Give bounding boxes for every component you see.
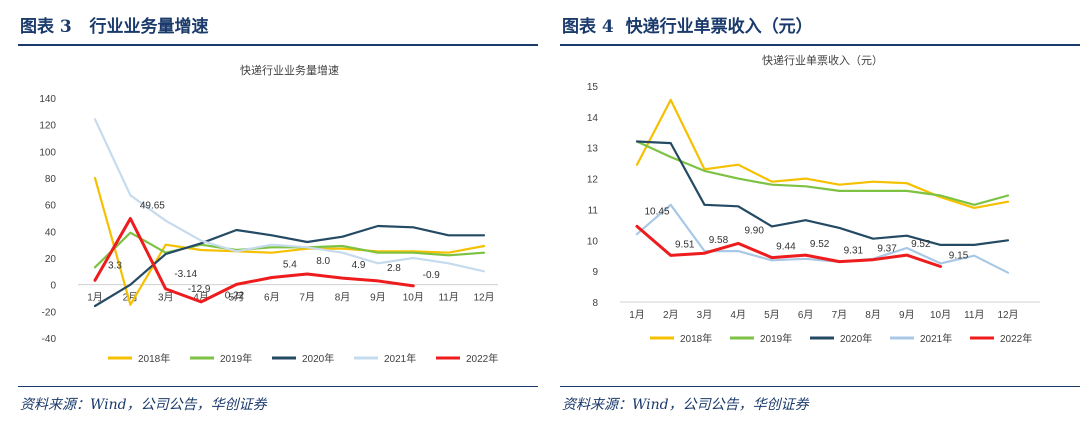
figure-title: 快递行业单票收入（元）: [625, 17, 813, 37]
data-label: 8.0: [316, 256, 330, 267]
y-tick-label: 11: [588, 205, 599, 216]
series-line-2019年: [635, 140, 1010, 206]
data-label: 9.90: [744, 225, 764, 236]
legend-label: 2020年: [302, 352, 334, 365]
figure-label: 图表 3: [20, 17, 72, 37]
figure-caption: 图表 3 行业业务量增速: [20, 12, 209, 37]
series-line-2018年: [93, 176, 486, 306]
y-tick-label: 0: [50, 281, 56, 292]
data-label: 9.52: [911, 239, 931, 250]
figure-label: 图表 4: [562, 17, 614, 37]
source-note: 资料来源：Wind，公司公告，华创证券: [562, 397, 809, 413]
series-line-2019年: [93, 231, 486, 269]
x-tick-label: 11月: [964, 309, 984, 321]
data-label: 9.58: [709, 235, 729, 246]
data-label: -0.9: [423, 270, 441, 281]
data-label: 0.22: [225, 290, 245, 301]
x-tick-label: 10月: [930, 309, 951, 321]
series-line-2018年: [635, 98, 1010, 209]
y-tick-label: 9: [592, 267, 598, 278]
x-tick-label: 5月: [229, 292, 245, 304]
x-tick-label: 3月: [158, 292, 174, 304]
x-tick-label: 7月: [832, 309, 848, 321]
x-tick-label: 7月: [299, 292, 315, 304]
x-tick-label: 3月: [697, 309, 713, 321]
figure-panel-growth: 图表 3 行业业务量增速 快递行业业务量增速 -40 -20 0 20 40 60 80 100…: [18, 0, 538, 431]
x-tick-label: 9月: [899, 309, 915, 321]
y-tick-label: 15: [587, 82, 599, 93]
title-rule: [18, 44, 538, 46]
legend-label: 2019年: [220, 352, 252, 365]
data-label: 3.3: [108, 260, 122, 271]
x-tick-label: 9月: [370, 292, 386, 304]
y-tick-label: 14: [587, 113, 599, 124]
series-line-2022年: [635, 224, 942, 268]
figure-panel-revenue: 图表 4 快递行业单票收入（元） 快递行业单票收入（元） 8 9 10 11 12 13 14…: [560, 0, 1080, 431]
source-note: 资料来源：Wind，公司公告，华创证券: [20, 397, 267, 413]
data-label: 9.15: [949, 251, 969, 262]
x-tick-label: 6月: [264, 292, 280, 304]
x-tick-label: 12月: [997, 309, 1018, 321]
legend-label: 2018年: [680, 332, 712, 345]
legend-label: 2022年: [1000, 332, 1032, 345]
x-tick-label: 10月: [403, 292, 424, 304]
data-label: 49.65: [140, 200, 165, 211]
data-label: 9.31: [844, 246, 864, 257]
x-tick-label: 1月: [87, 292, 103, 304]
source-rule: [560, 386, 1080, 387]
series-line-2021年: [93, 118, 486, 273]
x-tick-label: 12月: [473, 292, 494, 304]
x-tick-label: 8月: [865, 309, 881, 321]
y-tick-label: 20: [45, 254, 57, 265]
legend-label: 2019年: [760, 332, 792, 345]
data-label: 9.44: [776, 242, 796, 253]
series-line-2022年: [93, 217, 415, 304]
series-line-2020年: [635, 140, 1010, 246]
y-tick-label: 40: [45, 227, 57, 238]
data-label: 9.51: [675, 239, 695, 250]
figure-caption: 图表 4 快递行业单票收入（元）: [562, 12, 813, 37]
chart-title: 快递行业单票收入（元）: [762, 53, 883, 67]
legend-label: 2018年: [138, 352, 170, 365]
series-line-2020年: [93, 224, 486, 308]
data-label: 10.45: [644, 206, 669, 217]
x-tick-label: 2月: [663, 309, 679, 321]
legend-label: 2021年: [920, 332, 952, 345]
x-tick-label: 8月: [335, 292, 351, 304]
figure-title: 行业业务量增速: [89, 17, 209, 37]
data-label: -3.14: [174, 269, 197, 280]
data-label: 5.4: [283, 259, 297, 270]
x-tick-label: 11月: [438, 292, 458, 304]
y-tick-label: -40: [42, 334, 57, 345]
y-tick-label: 12: [587, 175, 599, 186]
data-label: 9.52: [810, 239, 830, 250]
legend-label: 2021年: [384, 352, 416, 365]
source-rule: [18, 386, 538, 387]
data-label: 9.37: [877, 244, 897, 255]
title-rule: [560, 44, 1080, 46]
x-tick-label: 6月: [798, 309, 814, 321]
y-tick-label: 80: [45, 174, 57, 185]
data-label: -12.9: [188, 284, 211, 295]
y-tick-label: 120: [39, 121, 56, 132]
y-tick-label: 60: [45, 201, 57, 212]
x-tick-label: 5月: [764, 309, 780, 321]
data-label: 2.8: [387, 263, 401, 274]
y-tick-label: 10: [587, 236, 599, 247]
chart-title: 快递行业业务量增速: [240, 63, 339, 77]
y-tick-label: 13: [587, 144, 599, 155]
series-line-2021年: [635, 203, 1010, 274]
data-label: 4.9: [352, 260, 366, 271]
x-tick-label: 4月: [730, 309, 746, 321]
x-tick-label: 1月: [629, 309, 645, 321]
y-tick-label: 140: [39, 94, 56, 105]
chart-unit-revenue: 快递行业单票收入（元） 8 9 10 11 12 13 14 15 1月 2月 3月 4月 5月 6月 7月 8…: [587, 53, 1040, 345]
legend-label: 2020年: [840, 332, 872, 345]
y-tick-label: -20: [42, 307, 57, 318]
y-tick-label: 100: [39, 147, 56, 158]
y-tick-label: 8: [592, 298, 598, 309]
legend-label: 2022年: [466, 352, 498, 365]
